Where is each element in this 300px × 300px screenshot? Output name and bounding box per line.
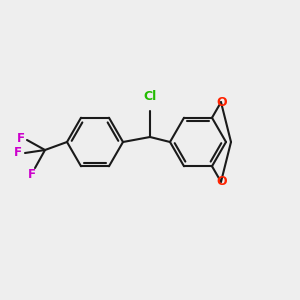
Text: O: O [217,96,227,109]
Text: O: O [217,175,227,188]
Text: Cl: Cl [143,90,157,103]
Text: F: F [14,146,22,160]
Text: F: F [17,133,25,146]
Text: F: F [28,169,36,182]
